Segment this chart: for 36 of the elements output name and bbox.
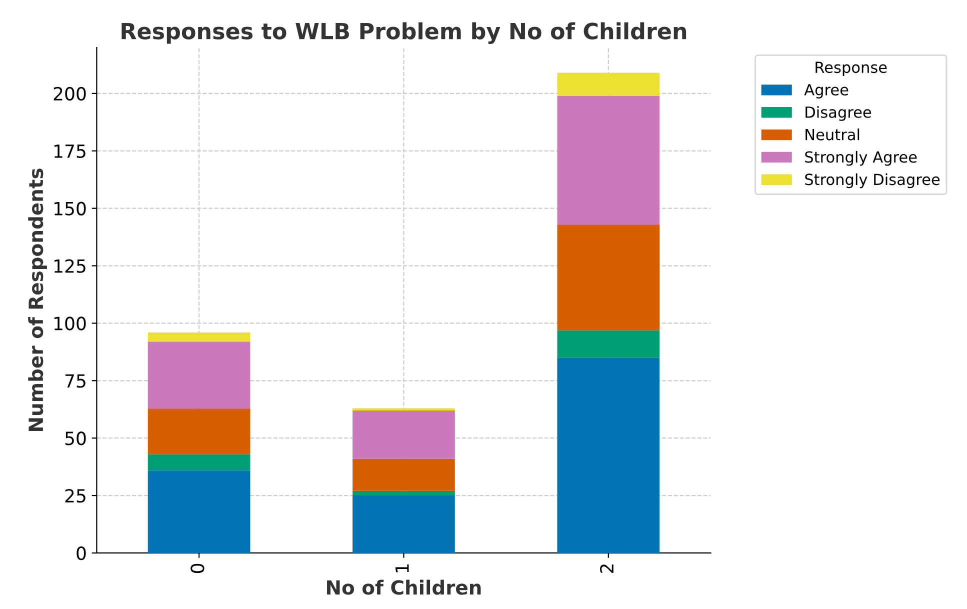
- legend-label: Agree: [804, 84, 848, 98]
- y-tick-label: 25: [65, 488, 86, 503]
- y-tick-label: 175: [54, 144, 86, 158]
- legend-label: Strongly Disagree: [805, 173, 940, 188]
- legend-label: Disagree: [806, 106, 872, 121]
- bar: [148, 470, 250, 553]
- x-axis-title: No of Children: [327, 580, 481, 595]
- bar: [352, 458, 455, 491]
- bar: [557, 72, 660, 96]
- y-tick-label: 75: [65, 374, 86, 388]
- legend-title: Response: [816, 62, 887, 76]
- bar: [352, 496, 455, 553]
- bar: [148, 342, 250, 408]
- chart-title: Responses to WLB Problem by No of Children: [122, 22, 686, 44]
- y-tick-label: 125: [54, 259, 86, 273]
- bar: [352, 410, 455, 459]
- y-tick-label: 50: [65, 432, 86, 446]
- bar: [557, 330, 660, 358]
- y-tick-label: 0: [76, 546, 86, 560]
- y-tick-label: 150: [54, 202, 86, 216]
- legend-label: Neutral: [806, 128, 860, 140]
- bar: [557, 96, 660, 224]
- x-tick-label: 2: [600, 564, 614, 573]
- bar: [352, 408, 455, 411]
- bar: [557, 358, 660, 553]
- y-axis-title: Number of Respondents: [28, 168, 47, 431]
- legend-label: Strongly Agree: [805, 150, 917, 166]
- y-tick-label: 200: [54, 86, 86, 101]
- x-tick-label: 1: [396, 564, 409, 572]
- bar: [557, 224, 660, 330]
- bar: [148, 454, 250, 470]
- bar: [148, 408, 250, 454]
- y-tick-label: 100: [54, 316, 86, 330]
- bar: [352, 490, 455, 496]
- x-tick-label: 0: [190, 564, 204, 573]
- bar: [148, 332, 250, 342]
